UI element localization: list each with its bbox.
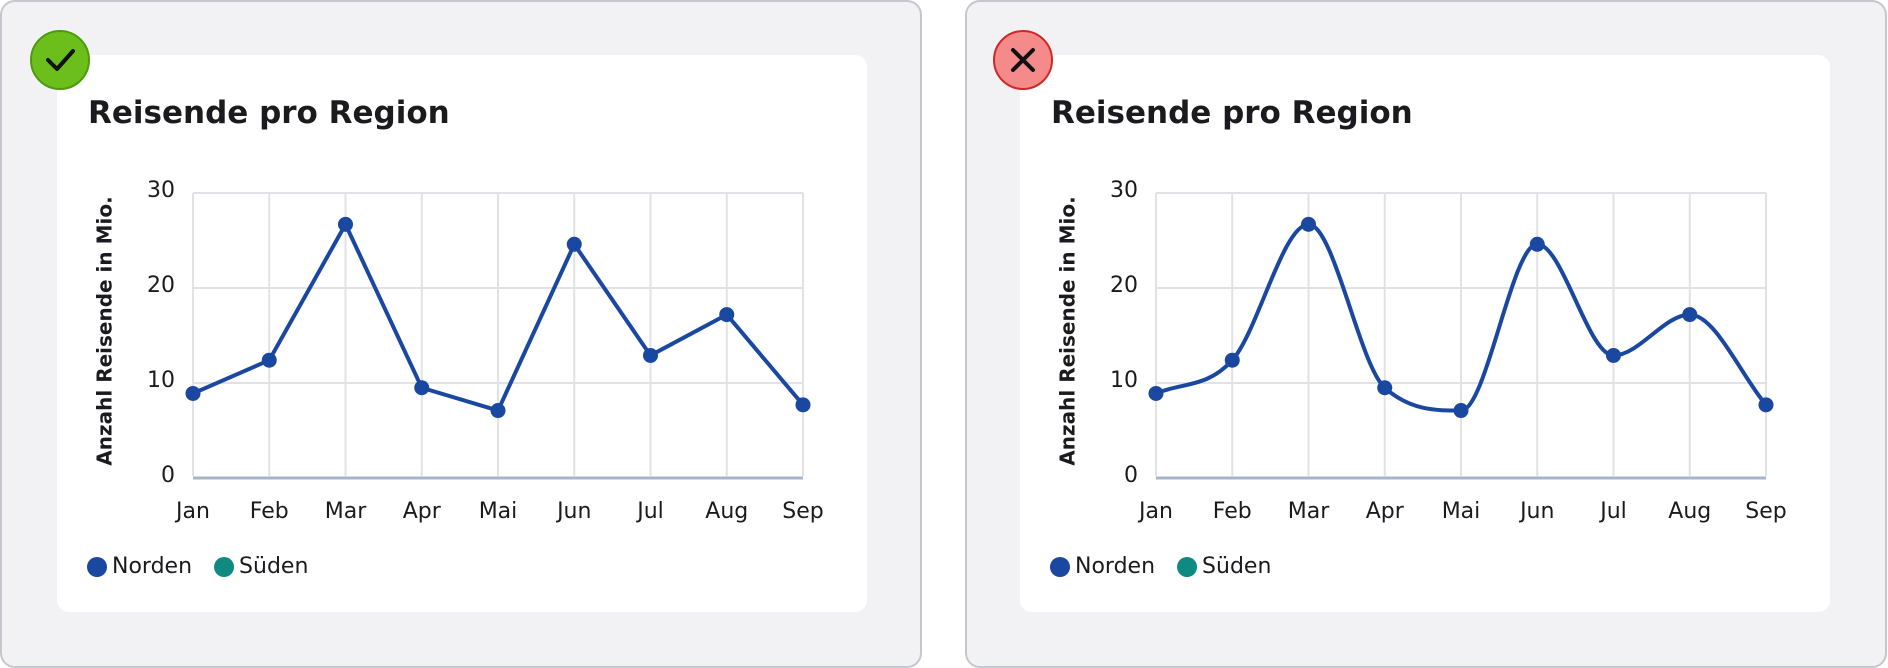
x-tick-label: Jun	[1518, 499, 1554, 524]
y-tick-label: 20	[147, 273, 175, 298]
point	[1529, 236, 1545, 252]
check-icon	[46, 49, 75, 71]
x-tick-label: Mai	[479, 499, 518, 524]
x-tick-label: Aug	[705, 499, 748, 524]
x-tick-label: Sep	[1745, 499, 1786, 524]
point	[1148, 385, 1164, 401]
point	[566, 236, 582, 252]
cross-icon	[1011, 48, 1035, 72]
y-tick-label: 30	[147, 178, 175, 203]
panel: Reisende pro Region Anzahl Reisende in M…	[965, 0, 1887, 668]
card	[1020, 55, 1830, 612]
x-tick-label: Mai	[1442, 499, 1481, 524]
point	[1682, 307, 1698, 323]
x-tick-label: Jan	[1137, 499, 1173, 524]
x-tick-label: Apr	[403, 499, 442, 524]
point	[490, 403, 506, 419]
card	[57, 55, 867, 612]
point	[719, 307, 735, 323]
x-tick-label: Apr	[1366, 499, 1405, 524]
point	[185, 385, 201, 401]
legend-swatch	[1050, 557, 1070, 577]
legend-swatch	[1177, 557, 1198, 577]
y-tick-label: 20	[1110, 273, 1138, 298]
legend-swatch	[214, 557, 235, 577]
y-tick-label: 10	[147, 368, 175, 393]
y-axis-label: Anzahl Reisende in Mio.	[1056, 196, 1080, 465]
legend-label: Süden	[1202, 554, 1271, 579]
x-tick-label: Jan	[174, 499, 210, 524]
y-tick-label: 0	[161, 463, 175, 488]
point	[338, 216, 353, 232]
x-tick-label: Jul	[1598, 499, 1627, 524]
y-tick-label: 10	[1110, 368, 1138, 393]
x-tick-label: Feb	[1213, 499, 1252, 524]
legend-label: Norden	[1075, 554, 1155, 579]
y-tick-label: 0	[1124, 463, 1138, 488]
point	[1377, 380, 1393, 396]
point	[414, 380, 430, 396]
point	[1224, 352, 1240, 368]
x-tick-label: Jul	[635, 499, 664, 524]
y-axis-label: Anzahl Reisende in Mio.	[93, 196, 117, 465]
point	[261, 352, 277, 368]
legend-label: Norden	[112, 554, 192, 579]
x-tick-label: Aug	[1668, 499, 1711, 524]
point	[1301, 216, 1316, 232]
point	[1758, 397, 1774, 413]
panel: Reisende pro Region Anzahl Reisende in M…	[0, 0, 922, 668]
point	[643, 347, 658, 363]
point	[795, 397, 811, 413]
x-tick-label: Sep	[782, 499, 823, 524]
y-tick-label: 30	[1110, 178, 1138, 203]
x-tick-label: Mar	[325, 499, 367, 524]
x-tick-label: Jun	[555, 499, 591, 524]
chart-title: Reisende pro Region	[88, 95, 450, 131]
x-tick-label: Feb	[250, 499, 289, 524]
point	[1606, 347, 1621, 363]
legend-label: Süden	[239, 554, 308, 579]
do-badge	[30, 30, 90, 90]
x-tick-label: Mar	[1288, 499, 1330, 524]
legend-swatch	[87, 557, 107, 577]
point	[1453, 403, 1469, 419]
chart-title: Reisende pro Region	[1051, 95, 1413, 131]
